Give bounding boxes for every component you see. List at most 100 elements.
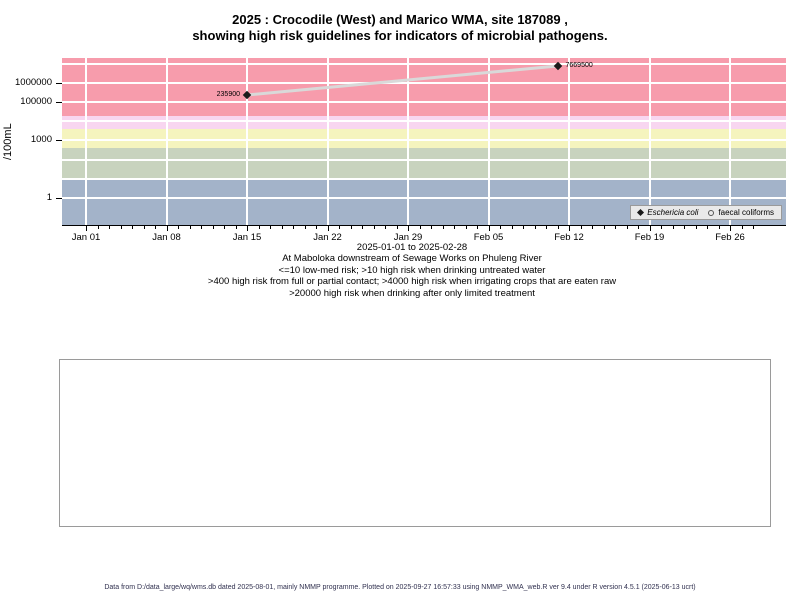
x-minor-tick bbox=[707, 226, 708, 229]
plot-area: Eschericia coli faecal coliforms 235900 7… bbox=[62, 58, 786, 225]
x-gridline bbox=[165, 58, 168, 225]
x-minor-tick bbox=[718, 226, 720, 229]
x-minor-tick bbox=[454, 226, 455, 229]
x-major-tick bbox=[408, 226, 409, 231]
x-minor-tick bbox=[511, 226, 513, 229]
x-minor-tick bbox=[638, 226, 639, 229]
data-point-label: 7669500 bbox=[565, 62, 593, 70]
x-minor-tick bbox=[339, 226, 340, 229]
circle-marker-icon bbox=[708, 209, 715, 216]
footer-text: Data from D:/data_large/wq/wms.db dated … bbox=[104, 584, 696, 591]
x-major-tick bbox=[247, 226, 248, 231]
x-axis-line bbox=[62, 225, 786, 226]
risk-band bbox=[62, 148, 786, 179]
y-gridline bbox=[62, 158, 786, 161]
x-minor-tick bbox=[672, 226, 674, 229]
x-minor-tick bbox=[97, 226, 99, 229]
x-gridline bbox=[407, 58, 409, 225]
x-minor-tick bbox=[350, 226, 352, 229]
legend-item-ecoli: Eschericia coli bbox=[637, 208, 699, 217]
legend-label-ecoli: Eschericia coli bbox=[647, 208, 699, 217]
x-minor-tick bbox=[477, 226, 478, 229]
x-minor-tick bbox=[385, 226, 386, 229]
x-minor-tick bbox=[592, 226, 593, 229]
x-minor-tick bbox=[534, 226, 536, 229]
x-tick-label: Feb 19 bbox=[634, 232, 665, 243]
y-gridline bbox=[62, 81, 786, 84]
x-tick-label: Jan 29 bbox=[393, 232, 423, 243]
x-gridline bbox=[487, 58, 490, 225]
x-minor-tick bbox=[143, 226, 145, 229]
y-gridline bbox=[62, 177, 786, 180]
x-tick-label: Feb 05 bbox=[473, 232, 504, 243]
x-axis: Jan 01 Jan 08 Jan 15 Jan 22 Jan 29 Feb 05 Feb … bbox=[0, 225, 800, 265]
chart-title: 2025 : Crocodile (West) and Marico WMA, … bbox=[0, 12, 800, 44]
x-major-tick bbox=[488, 226, 490, 231]
legend-label-faecal-coliforms: faecal coliforms bbox=[718, 208, 774, 217]
x-minor-tick bbox=[500, 226, 501, 229]
x-gridline bbox=[246, 58, 248, 225]
x-major-tick bbox=[86, 226, 87, 231]
guideline-notes: At Maboloka downstream of Sewage Works o… bbox=[24, 253, 800, 299]
x-minor-tick bbox=[189, 226, 191, 229]
x-minor-tick bbox=[661, 226, 662, 229]
x-minor-tick bbox=[626, 226, 628, 229]
x-minor-tick bbox=[224, 226, 225, 229]
x-tick-label: Feb 26 bbox=[715, 232, 745, 243]
x-major-tick bbox=[569, 226, 570, 231]
note-risk-contact-irrigation: >400 high risk from full or partial cont… bbox=[207, 276, 617, 287]
x-minor-tick bbox=[580, 226, 582, 229]
x-gridline bbox=[85, 58, 87, 225]
y-tick-label: 1000 bbox=[30, 134, 52, 146]
x-minor-tick bbox=[212, 226, 214, 229]
y-tick-label: 1000000 bbox=[15, 76, 52, 88]
y-tick bbox=[56, 140, 62, 142]
x-minor-tick bbox=[201, 226, 202, 229]
x-gridline bbox=[648, 58, 651, 225]
x-minor-tick bbox=[109, 226, 110, 229]
y-gridline bbox=[62, 120, 786, 123]
x-minor-tick bbox=[695, 226, 697, 229]
x-minor-tick bbox=[178, 226, 179, 229]
x-minor-tick bbox=[615, 226, 616, 229]
x-minor-tick bbox=[235, 226, 237, 229]
x-tick-label: Jan 15 bbox=[232, 232, 262, 243]
y-tick-label: 1 bbox=[46, 192, 52, 203]
x-minor-tick bbox=[546, 226, 547, 229]
y-gridline bbox=[62, 62, 786, 65]
y-gridline bbox=[62, 101, 786, 104]
x-minor-tick bbox=[258, 226, 260, 229]
x-minor-tick bbox=[684, 226, 685, 229]
x-minor-tick bbox=[523, 226, 524, 229]
x-minor-tick bbox=[396, 226, 398, 229]
series-line bbox=[246, 64, 558, 97]
x-minor-tick bbox=[373, 226, 375, 229]
x-minor-tick bbox=[442, 226, 444, 229]
x-gridline bbox=[568, 58, 570, 225]
y-tick-label: 100000 bbox=[20, 96, 52, 108]
y-tick bbox=[56, 102, 62, 104]
x-tick-label: Feb 12 bbox=[554, 232, 584, 243]
risk-band bbox=[62, 128, 786, 149]
chart-legend: Eschericia coli faecal coliforms bbox=[630, 205, 782, 220]
x-minor-tick bbox=[419, 226, 421, 229]
x-minor-tick bbox=[293, 226, 294, 229]
risk-band bbox=[62, 58, 786, 116]
x-minor-tick bbox=[431, 226, 432, 229]
x-tick-label: Jan 08 bbox=[152, 232, 181, 243]
diamond-marker-icon bbox=[637, 208, 645, 217]
data-point-label: 235900 bbox=[216, 91, 240, 98]
x-minor-tick bbox=[753, 226, 754, 229]
x-tick-label: Jan 01 bbox=[71, 232, 101, 243]
empty-panel bbox=[59, 359, 771, 527]
x-minor-tick bbox=[465, 226, 467, 229]
y-gridline bbox=[62, 197, 786, 199]
legend-item-faecal-coliforms: faecal coliforms bbox=[708, 208, 774, 217]
x-minor-tick bbox=[270, 226, 271, 229]
x-major-tick bbox=[730, 226, 731, 231]
x-major-tick bbox=[166, 226, 168, 231]
y-gridline bbox=[62, 139, 786, 142]
x-major-tick bbox=[649, 226, 651, 231]
x-minor-tick bbox=[155, 226, 156, 229]
